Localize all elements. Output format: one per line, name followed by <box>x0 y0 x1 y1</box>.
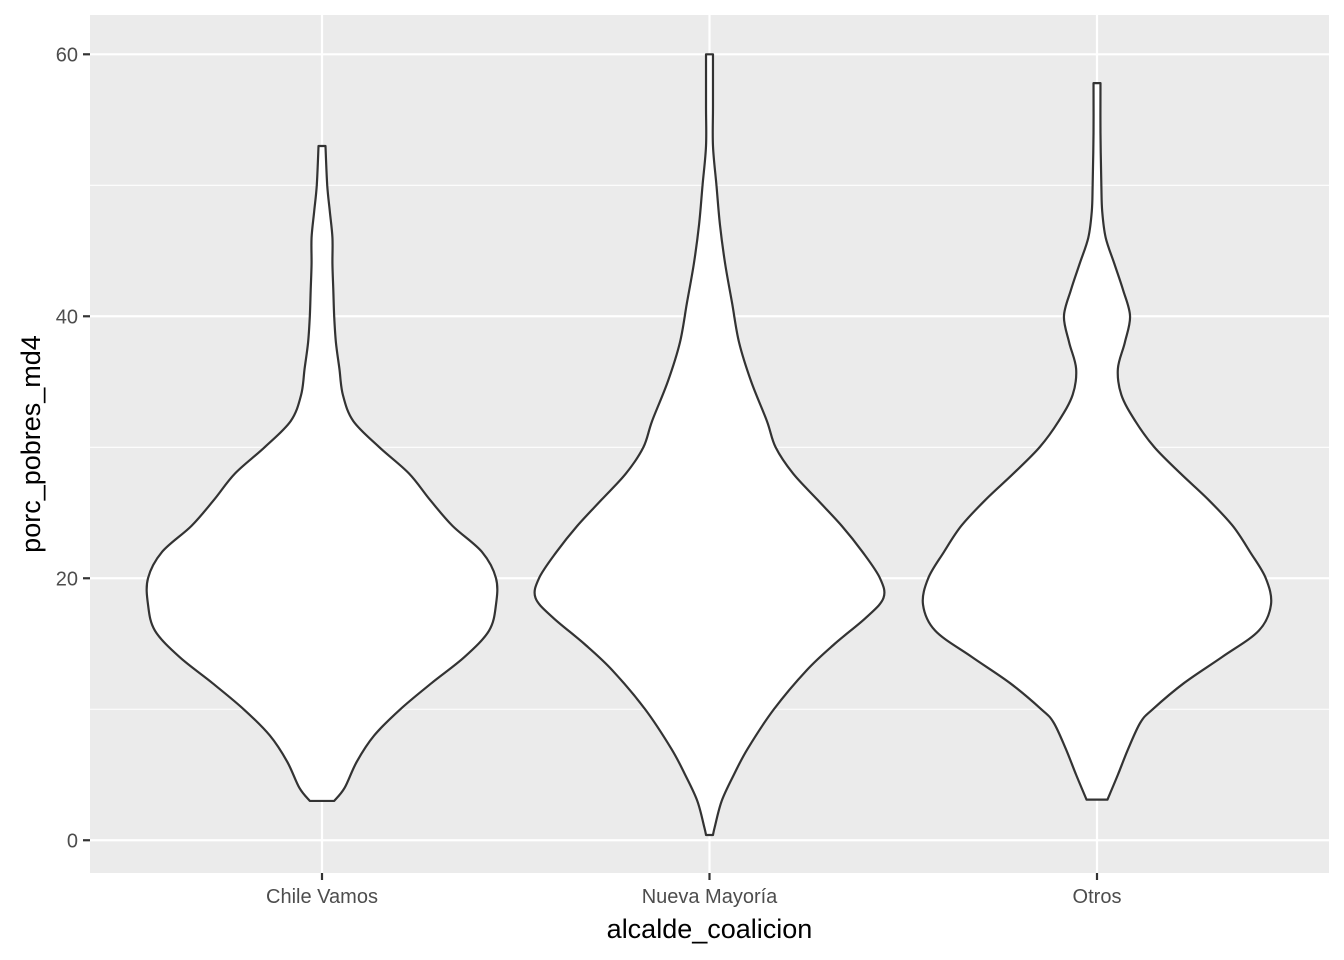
x-tick-label: Nueva Mayoría <box>642 886 778 908</box>
violin-chile-vamos <box>145 144 499 803</box>
y-tick-label: 60 <box>56 44 78 66</box>
y-tick-label: 20 <box>56 568 78 590</box>
x-axis-title: alcalde_coalicion <box>607 914 813 944</box>
violins <box>145 53 1273 837</box>
x-tick-label: Otros <box>1073 886 1122 908</box>
violin-nueva-mayor-a <box>533 53 886 837</box>
y-axis: 0 20 40 60 <box>56 44 90 852</box>
y-tick-label: 40 <box>56 306 78 328</box>
x-tick-label: Chile Vamos <box>266 886 378 908</box>
x-axis: Chile Vamos Nueva Mayoría Otros <box>266 873 1121 908</box>
violin-otros <box>921 82 1273 801</box>
y-axis-title: porc_pobres_md4 <box>16 335 46 553</box>
y-tick-label: 0 <box>67 830 78 852</box>
